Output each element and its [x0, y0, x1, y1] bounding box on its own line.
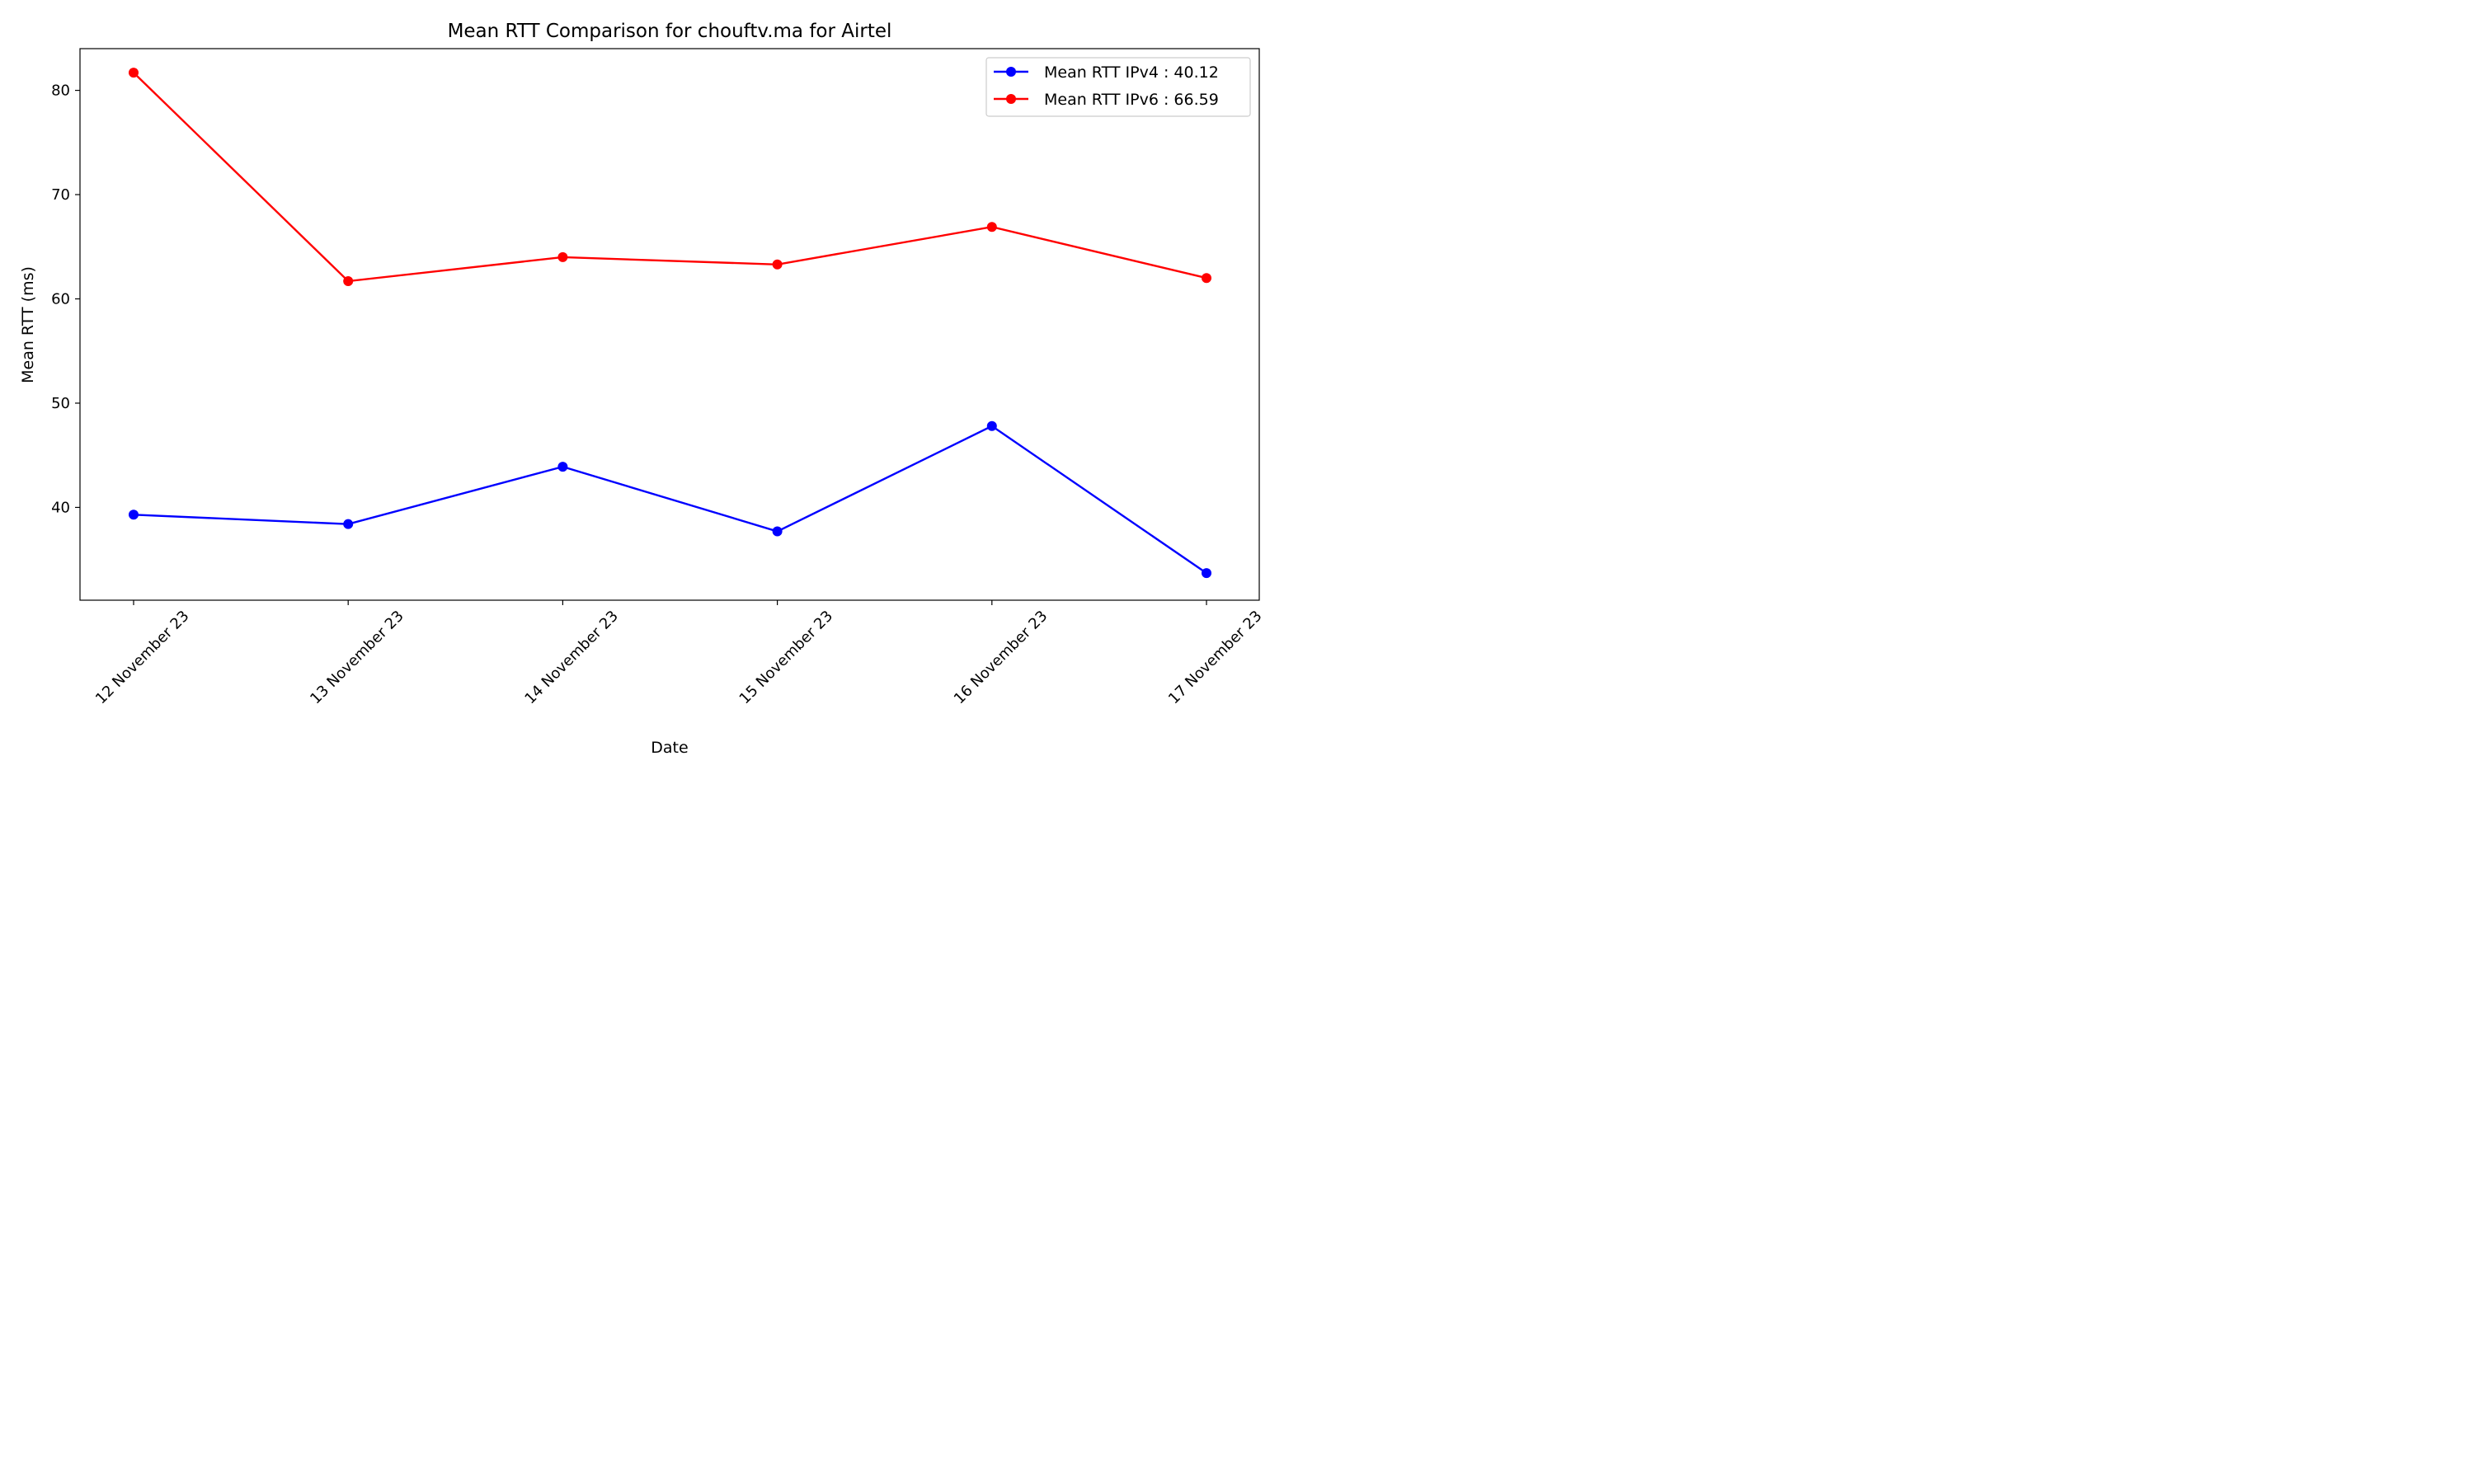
x-tick-label: 12 November 23: [92, 608, 193, 708]
data-point: [343, 276, 354, 287]
legend-swatch-marker: [1006, 94, 1016, 104]
x-tick-label: 16 November 23: [951, 608, 1051, 708]
data-point: [557, 462, 568, 472]
y-tick-label: 70: [51, 186, 70, 204]
chart-title: Mean RTT Comparison for chouftv.ma for A…: [448, 21, 892, 42]
series-line-2: [133, 72, 1207, 283]
y-axis-label: Mean RTT (ms): [19, 266, 37, 383]
data-point: [129, 68, 139, 78]
x-tick-label: 13 November 23: [307, 608, 407, 708]
legend-label: Mean RTT IPv6 : 66.59: [1044, 91, 1219, 109]
series-line-1: [133, 425, 1207, 575]
x-axis-label: Date: [651, 739, 688, 757]
data-point: [772, 259, 783, 270]
line-chart: Mean RTT Comparison for chouftv.ma for A…: [19, 21, 1266, 757]
legend-swatch-marker: [1006, 67, 1016, 77]
data-point: [986, 222, 997, 232]
data-point: [1202, 568, 1211, 579]
y-tick-label: 40: [51, 499, 70, 516]
legend: Mean RTT IPv4 : 40.12 Mean RTT IPv6 : 66.…: [985, 57, 1251, 117]
x-tick-label: 17 November 23: [1165, 608, 1266, 708]
legend-label: Mean RTT IPv4 : 40.12: [1044, 63, 1219, 82]
y-tick-label: 60: [51, 291, 70, 308]
x-tick-label: 15 November 23: [736, 608, 837, 708]
y-tick-label: 50: [51, 395, 70, 412]
data-point: [343, 519, 354, 529]
data-point: [557, 251, 568, 262]
x-tick-label: 14 November 23: [521, 608, 622, 708]
data-point: [1202, 273, 1211, 284]
plot-frame: [79, 48, 1260, 601]
data-point: [772, 526, 783, 537]
y-tick-label: 80: [51, 82, 70, 100]
legend-box: [985, 57, 1251, 117]
plot-area: 40 50 60 70 80 12 November 23 13 November 23 14…: [51, 48, 1266, 708]
data-point: [986, 420, 997, 431]
data-point: [129, 510, 139, 520]
